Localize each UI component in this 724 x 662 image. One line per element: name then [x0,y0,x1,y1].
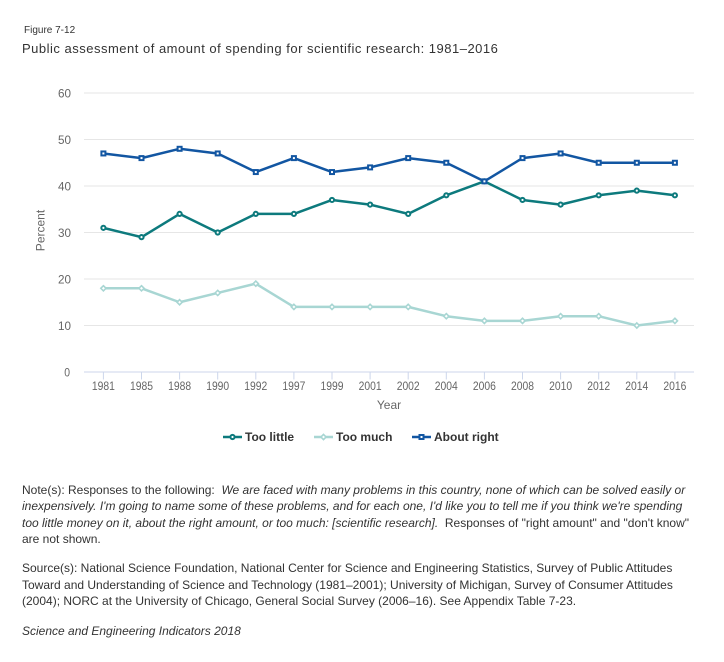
svg-text:Year: Year [377,398,401,412]
svg-text:2008: 2008 [511,379,534,393]
svg-text:1997: 1997 [282,379,305,393]
svg-text:Percent: Percent [34,209,48,251]
svg-text:1992: 1992 [244,379,267,393]
svg-text:2010: 2010 [549,379,572,393]
svg-text:40: 40 [58,179,71,193]
svg-text:2016: 2016 [663,379,686,393]
svg-text:1990: 1990 [206,379,229,393]
svg-text:1981: 1981 [92,379,115,393]
svg-text:2004: 2004 [435,379,458,393]
svg-text:2006: 2006 [473,379,496,393]
svg-text:2012: 2012 [587,379,610,393]
svg-text:50: 50 [58,133,71,147]
svg-text:30: 30 [58,226,71,240]
svg-text:20: 20 [58,272,71,286]
svg-text:2014: 2014 [625,379,648,393]
svg-text:0: 0 [64,365,70,379]
svg-text:60: 60 [58,86,71,100]
svg-text:2001: 2001 [359,379,382,393]
svg-text:1985: 1985 [130,379,153,393]
svg-text:1999: 1999 [321,379,344,393]
svg-text:1988: 1988 [168,379,191,393]
svg-text:2002: 2002 [397,379,420,393]
svg-text:10: 10 [58,319,71,333]
